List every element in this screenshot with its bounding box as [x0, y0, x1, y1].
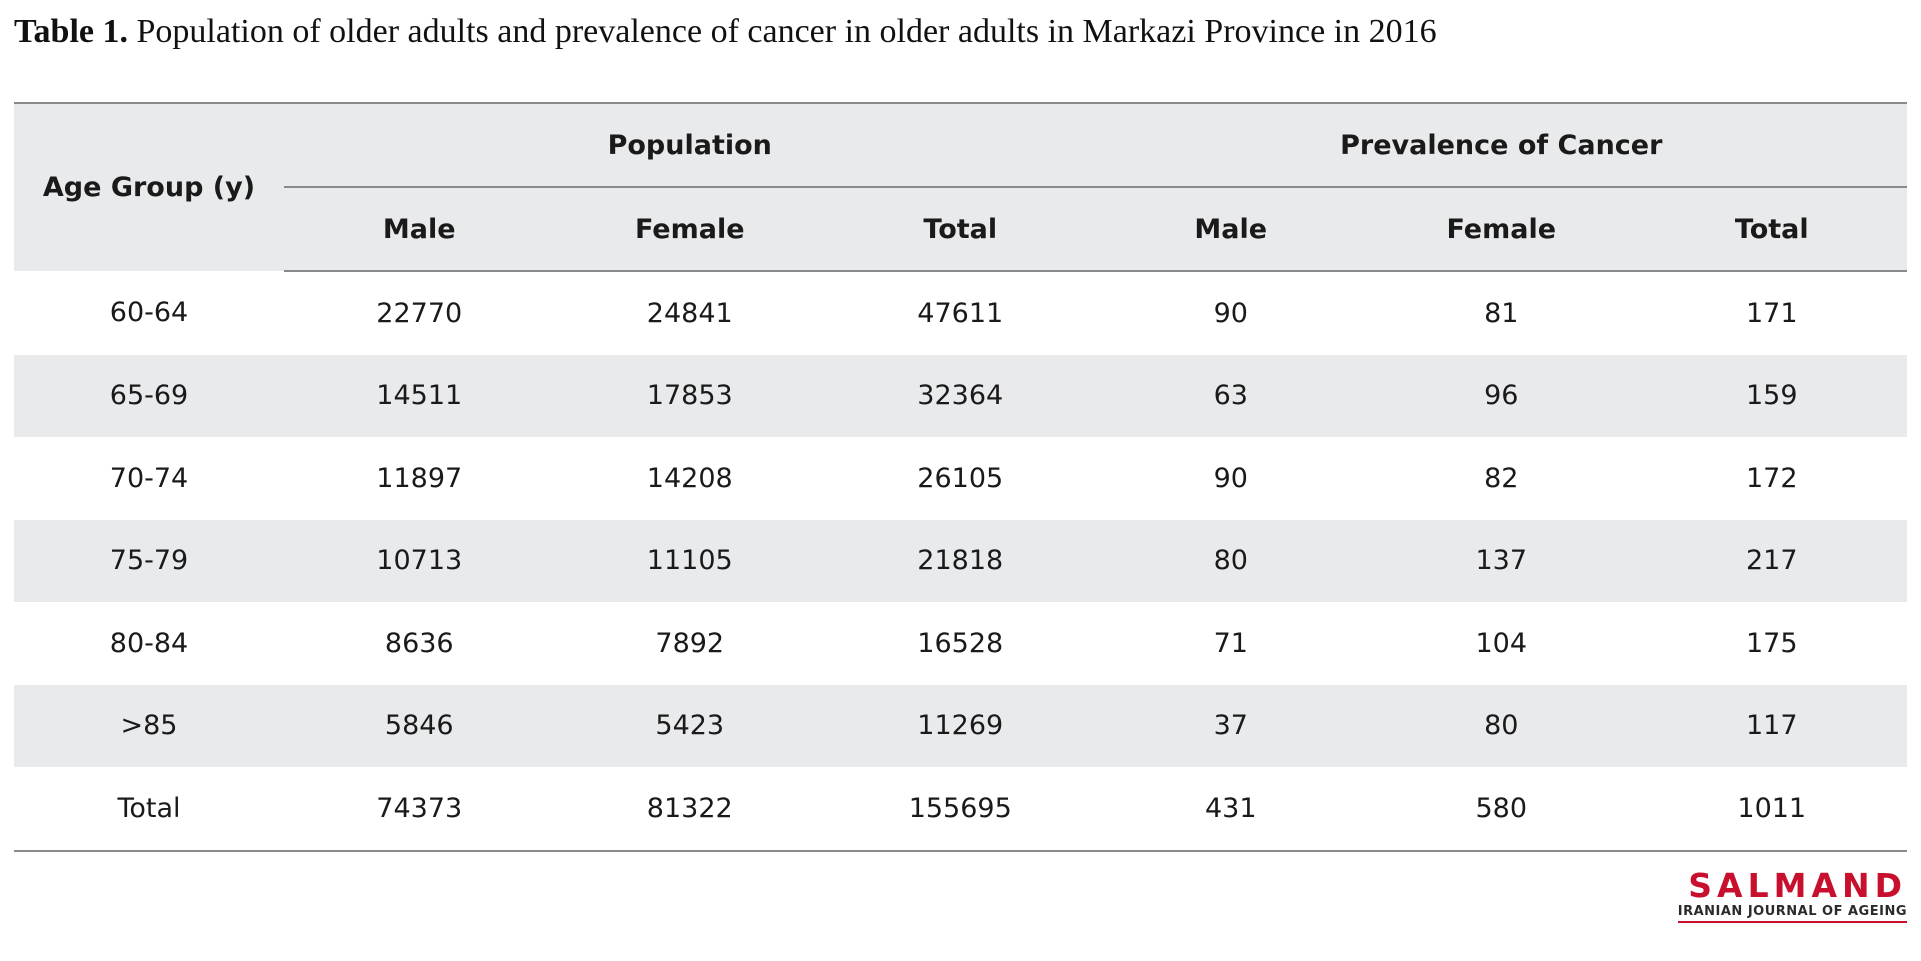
table-cell: 96: [1366, 354, 1637, 437]
table-cell: 74373: [284, 767, 555, 852]
table-cell: 172: [1745, 462, 1798, 494]
header-age-group: Age Group (y): [14, 103, 284, 271]
table-cell: 80: [1095, 519, 1366, 602]
table-cell: 26105: [917, 462, 1004, 494]
table-cell-age: Total: [14, 767, 284, 852]
table-cell: 7892: [655, 627, 725, 659]
table-cell: 431: [1095, 767, 1366, 852]
table-cell: 155695: [825, 767, 1096, 852]
table-body: 60-64 22770 24841 47611 90 81 171 65-69 …: [14, 271, 1908, 852]
table-cell: 11897: [376, 462, 463, 494]
caption-text: Population of older adults and prevalenc…: [128, 13, 1437, 50]
table-cell: 80: [1366, 684, 1637, 767]
table-cell: 37: [1095, 684, 1366, 767]
table-cell: 5423: [554, 684, 825, 767]
table-cell: 90: [1213, 297, 1248, 329]
logo-subtitle: IRANIAN JOURNAL OF AGEING: [1677, 904, 1907, 923]
table-row: 65-69 14511 17853 32364 63 96 159: [14, 354, 1908, 437]
table-cell: 16528: [917, 627, 1004, 659]
table-cell: 117: [1636, 684, 1908, 767]
table-cell: 71: [1213, 627, 1248, 659]
table-row: 80-84 8636 7892 16528 71 104 175: [14, 602, 1907, 685]
table-cell: 47611: [917, 297, 1004, 329]
table-row: 60-64 22770 24841 47611 90 81 171: [14, 271, 1907, 355]
table-cell: 14511: [284, 354, 555, 437]
header-cancer-total: Total: [1636, 187, 1908, 272]
table-cell: 11105: [554, 519, 825, 602]
header-population: Population: [284, 103, 1096, 188]
logo-name: SALMAND: [1688, 866, 1907, 905]
table-cell: 5846: [284, 684, 555, 767]
table-header: Age Group (y) Population Prevalence of C…: [14, 103, 1908, 272]
data-table: Age Group (y) Population Prevalence of C…: [14, 102, 1908, 852]
table-cell: 10713: [284, 519, 555, 602]
caption-label: Table 1.: [14, 13, 129, 50]
table-cell-age: 60-64: [109, 297, 189, 329]
table-cell: 11269: [825, 684, 1096, 767]
journal-logo: SALMAND IRANIAN JOURNAL OF AGEING: [1677, 866, 1907, 923]
header-population-male: Male: [284, 187, 555, 272]
table-cell-age: 70-74: [109, 462, 189, 494]
table-cell: 22770: [376, 297, 463, 329]
table-cell: 171: [1745, 297, 1798, 329]
table-cell: 17853: [554, 354, 825, 437]
table-cell-age: 65-69: [14, 354, 284, 437]
table-cell: 90: [1213, 462, 1248, 494]
table-cell: 63: [1095, 354, 1366, 437]
table-cell: 14208: [646, 462, 733, 494]
table-cell: 81322: [554, 767, 825, 852]
table-cell-age: 80-84: [109, 627, 189, 659]
header-cancer-male: Male: [1095, 187, 1366, 272]
table-cell-age: 75-79: [14, 519, 284, 602]
table-cell: 1011: [1636, 767, 1908, 852]
table-cell: 137: [1366, 519, 1637, 602]
table-row: 70-74 11897 14208 26105 90 82 172: [14, 437, 1907, 520]
header-prevalence-of-cancer: Prevalence of Cancer: [1095, 103, 1908, 188]
header-population-total: Total: [825, 187, 1096, 272]
table-cell: 81: [1484, 297, 1519, 329]
table-cell: 24841: [646, 297, 733, 329]
header-cancer-female: Female: [1366, 187, 1637, 272]
table-row: >85 5846 5423 11269 37 80 117: [14, 684, 1908, 767]
table-cell-age: >85: [14, 684, 284, 767]
table-cell: 175: [1745, 627, 1798, 659]
table-cell: 82: [1484, 462, 1519, 494]
table-cell: 580: [1366, 767, 1637, 852]
table-cell: 104: [1475, 627, 1528, 659]
table-cell: 159: [1636, 354, 1908, 437]
table-row-total: Total 74373 81322 155695 431 580 1011: [14, 767, 1908, 852]
table-cell: 32364: [825, 354, 1096, 437]
header-population-female: Female: [554, 187, 825, 272]
table-cell: 8636: [384, 627, 454, 659]
table-row: 75-79 10713 11105 21818 80 137 217: [14, 519, 1908, 602]
table-caption: Table 1. Population of older adults and …: [14, 8, 1437, 56]
table-cell: 21818: [825, 519, 1096, 602]
table-cell: 217: [1636, 519, 1908, 602]
